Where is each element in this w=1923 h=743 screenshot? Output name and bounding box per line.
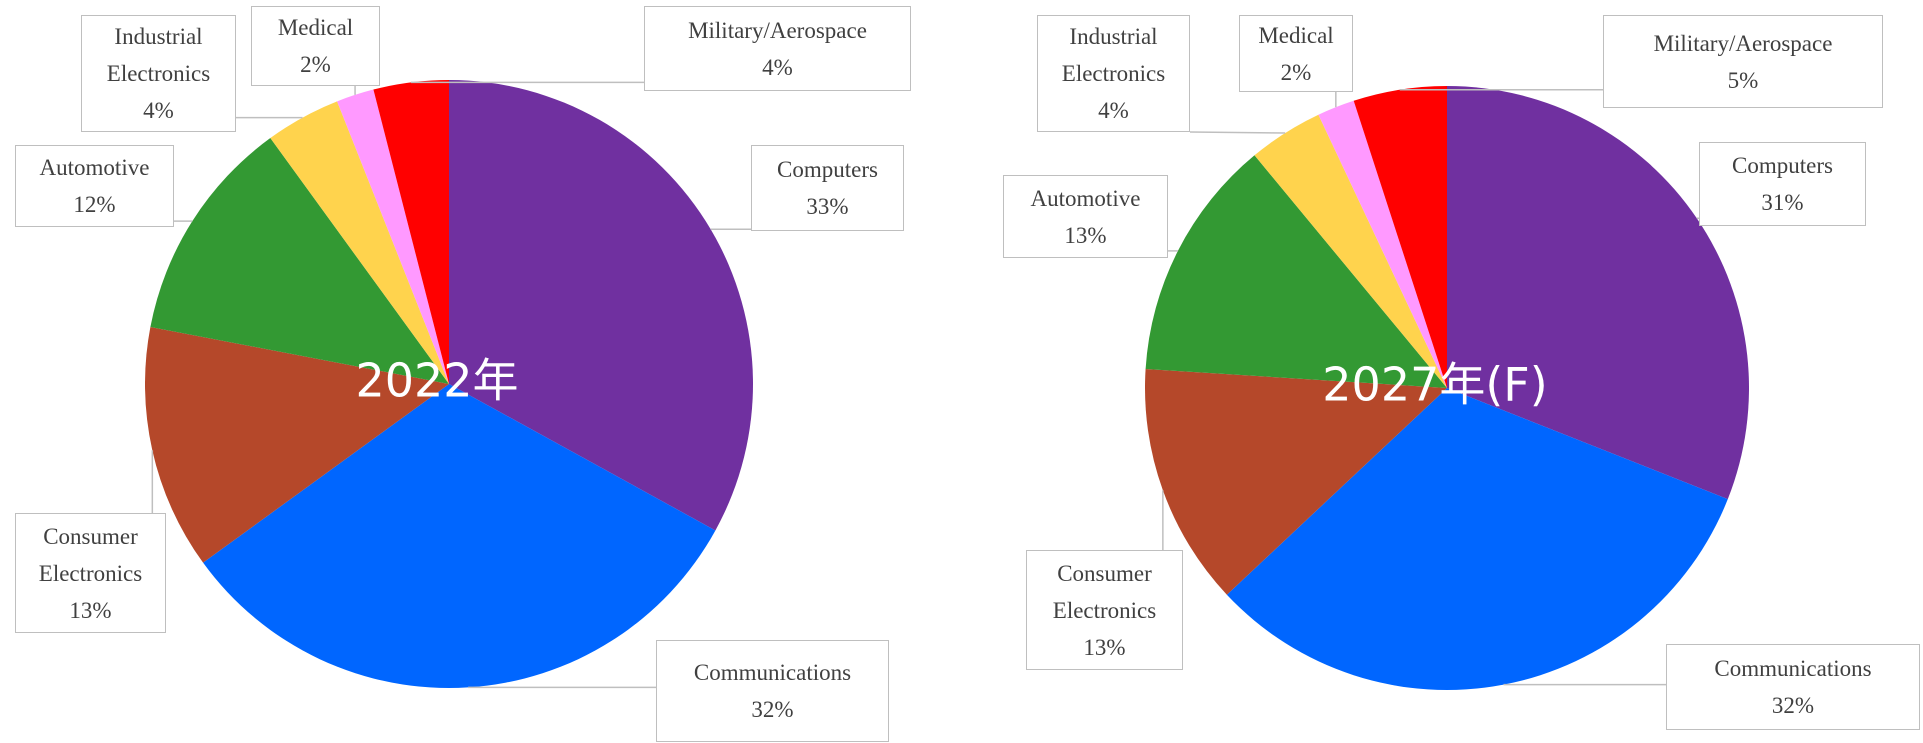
value-label: 4% <box>1098 98 1129 123</box>
data-label: Computers 33% <box>751 145 904 231</box>
pie-slice <box>337 89 449 384</box>
category-label: Automotive <box>39 155 150 180</box>
pie-slice <box>1353 86 1447 388</box>
data-label: Consumer Electronics 13% <box>1026 550 1183 670</box>
data-label: Communications 32% <box>1666 644 1920 730</box>
data-label: Automotive 12% <box>15 145 174 227</box>
category-label: Military/Aerospace <box>1653 30 1833 56</box>
category-label: Automotive <box>1030 185 1141 211</box>
category-label: Consumer Electronics <box>38 523 143 586</box>
category-label: Industrial Electronics <box>106 24 211 86</box>
pie-slice <box>150 138 449 384</box>
pie-slice <box>270 101 449 384</box>
pie <box>1145 86 1749 690</box>
data-label: Industrial Electronics 4% <box>1037 15 1190 132</box>
data-label: Military/Aerospace 4% <box>644 6 911 91</box>
category-label: Industrial Electronics <box>1061 24 1166 86</box>
value-label: 32% <box>1771 693 1815 718</box>
value-label: 2% <box>1280 59 1312 85</box>
value-label: 4% <box>762 54 793 80</box>
value-label: 4% <box>143 98 174 123</box>
value-label: 33% <box>806 194 849 219</box>
value-label: 13% <box>69 597 112 623</box>
category-label: Medical <box>277 15 354 40</box>
value-label: 12% <box>73 192 116 217</box>
pie-slice <box>1226 388 1728 690</box>
category-label: Computers <box>1732 153 1833 178</box>
data-label: Automotive 13% <box>1003 175 1168 258</box>
data-label: Communications 32% <box>656 640 889 742</box>
data-label: Computers 31% <box>1699 142 1866 226</box>
pie-slice <box>1447 86 1749 500</box>
value-label: 13% <box>1064 222 1107 248</box>
category-label: Computers <box>777 157 878 182</box>
category-label: Communications <box>693 660 852 685</box>
category-label: Communications <box>1714 656 1872 681</box>
value-label: 13% <box>1083 634 1126 660</box>
data-label: Industrial Electronics 4% <box>81 15 236 132</box>
leader-line <box>1189 131 1286 134</box>
data-label: Medical 2% <box>1239 15 1353 92</box>
pie-slice <box>145 327 449 563</box>
chart-title: 2022年 <box>355 354 518 408</box>
pie-slice <box>1145 369 1447 595</box>
chart-title: 2027年(F) <box>1322 358 1547 412</box>
pie-slice <box>449 80 753 531</box>
pie-slice <box>373 80 449 384</box>
data-label: Medical 2% <box>251 6 380 86</box>
data-label: Consumer Electronics 13% <box>15 513 166 633</box>
value-label: 5% <box>1727 67 1759 93</box>
pie-slice <box>203 384 716 689</box>
category-label: Consumer Electronics <box>1052 560 1157 623</box>
value-label: 32% <box>751 697 794 722</box>
value-label: 2% <box>300 52 331 77</box>
pie-slice <box>1318 100 1447 388</box>
pie-slice <box>1145 155 1447 388</box>
data-label: Military/Aerospace 5% <box>1603 15 1883 108</box>
category-label: Medical <box>1258 22 1334 48</box>
category-label: Military/Aerospace <box>688 17 867 43</box>
pie-slice <box>1254 114 1447 388</box>
pie <box>145 80 753 689</box>
value-label: 31% <box>1761 190 1804 215</box>
